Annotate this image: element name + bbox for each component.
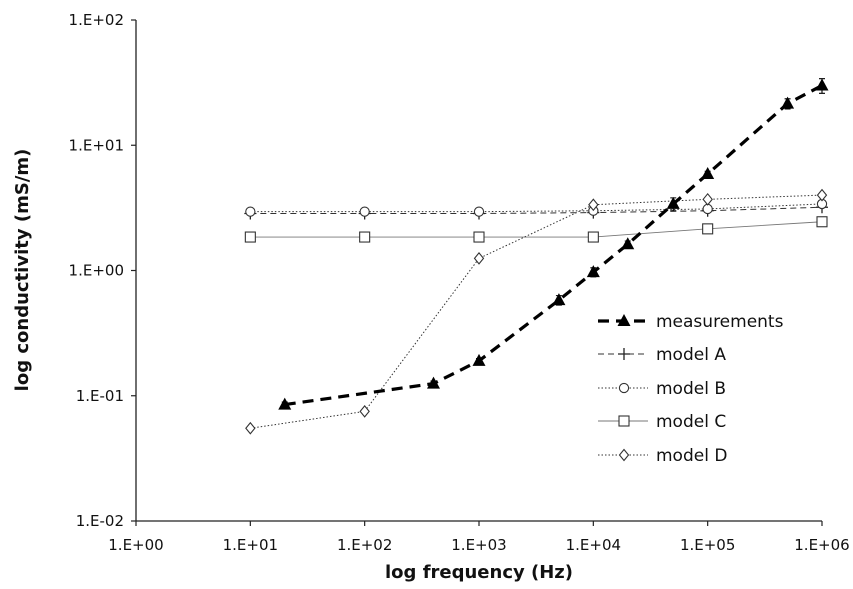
legend-item: model D <box>598 446 727 466</box>
data-point <box>702 223 714 235</box>
legend-item: model C <box>598 412 726 432</box>
legend-marker <box>617 314 631 326</box>
data-point <box>472 353 486 366</box>
series-line-model-b <box>250 203 823 213</box>
x-tick-label: 1.E+01 <box>223 536 278 554</box>
data-point <box>473 206 485 217</box>
y-tick-label: 1.E+02 <box>69 11 124 29</box>
data-point <box>473 251 485 265</box>
x-axis-title: log frequency (Hz) <box>385 562 573 583</box>
y-tick-label: 1.E-02 <box>76 512 124 530</box>
series-model-d <box>245 188 828 435</box>
y-axis-title: log conductivity (mS/m) <box>12 149 33 392</box>
legend-marker <box>618 415 630 427</box>
series-line-model-c <box>250 221 823 238</box>
x-tick-label: 1.E+02 <box>337 536 392 554</box>
y-tick-label: 1.E-01 <box>76 387 124 405</box>
legend-label: model A <box>656 345 726 365</box>
data-point <box>702 192 713 206</box>
data-point <box>781 96 795 109</box>
data-point <box>815 78 829 91</box>
data-point <box>621 237 635 250</box>
legend-label: measurements <box>656 312 784 332</box>
x-tick-label: 1.E+05 <box>680 536 735 554</box>
legend-marker <box>618 448 630 462</box>
data-point <box>666 196 680 209</box>
data-point <box>701 166 715 179</box>
series-model-b <box>245 198 828 217</box>
series-model-a <box>244 201 828 220</box>
x-tick-label: 1.E+00 <box>108 536 163 554</box>
y-tick-label: 1.E+00 <box>69 262 124 280</box>
series-model-c <box>244 216 828 243</box>
legend-label: model D <box>656 446 727 466</box>
legend-item: measurements <box>598 312 784 332</box>
data-point <box>587 231 599 243</box>
data-point <box>359 231 371 243</box>
data-point <box>359 206 370 217</box>
data-point <box>427 376 441 389</box>
data-point <box>816 216 828 228</box>
ticks: 1.E+00 1.E+01 1.E+02 1.E+03 1.E+04 1.E+05 1.E+… <box>69 11 850 554</box>
series-layer <box>244 78 829 435</box>
legend-label: model B <box>656 379 726 399</box>
series-line-measurements <box>284 84 823 407</box>
legend-item: model B <box>598 379 726 399</box>
data-point <box>702 203 713 215</box>
data-point <box>245 421 256 435</box>
data-point <box>588 198 599 212</box>
data-point <box>552 293 566 306</box>
data-point <box>244 231 256 243</box>
data-point <box>816 188 828 202</box>
legend: measurements model A model B model C model D <box>598 312 784 466</box>
data-point <box>245 206 256 217</box>
data-point <box>586 265 600 278</box>
legend-item: model A <box>598 345 726 365</box>
x-tick-label: 1.E+04 <box>566 536 621 554</box>
series-measurements <box>278 78 829 410</box>
legend-marker <box>618 382 630 394</box>
series-line-model-a <box>250 206 823 215</box>
data-point <box>359 405 370 418</box>
legend-marker <box>618 348 630 360</box>
x-tick-label: 1.E+03 <box>451 536 506 554</box>
data-point <box>473 231 485 243</box>
legend-label: model C <box>656 412 726 432</box>
x-tick-label: 1.E+06 <box>794 536 849 554</box>
y-tick-label: 1.E+01 <box>69 136 124 154</box>
data-point <box>278 397 292 410</box>
